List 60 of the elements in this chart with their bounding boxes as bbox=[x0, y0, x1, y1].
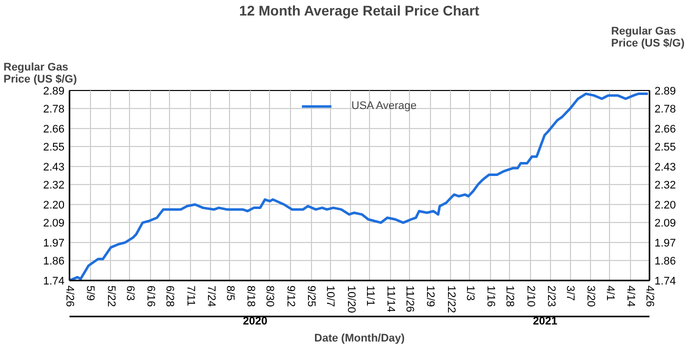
x-tick-label: 1/28 bbox=[504, 286, 516, 307]
x-tick-label: 7/24 bbox=[204, 286, 217, 307]
y-tick-label: 2.89 bbox=[43, 86, 65, 98]
x-tick-label: 4/14 bbox=[624, 286, 636, 307]
x-tick-label: 6/3 bbox=[124, 286, 136, 301]
legend-label: USA Average bbox=[351, 100, 417, 112]
y2-tick-label: 2.43 bbox=[654, 162, 676, 174]
x-tick-label: 12/9 bbox=[424, 286, 436, 307]
x-tick-label: 5/22 bbox=[104, 286, 117, 307]
x-tick-label: 11/26 bbox=[404, 286, 416, 312]
x-tick-label: 9/12 bbox=[284, 286, 296, 307]
x-tick-label: 8/5 bbox=[224, 286, 236, 301]
x-tick-label: 8/18 bbox=[244, 286, 257, 307]
y-tick-label: 2.20 bbox=[43, 200, 65, 212]
x-tick-label: 2/23 bbox=[544, 286, 557, 307]
x-tick-label: 3/7 bbox=[564, 286, 576, 301]
y-tick-label: 2.78 bbox=[43, 104, 65, 116]
x-tick-label: 9/25 bbox=[305, 286, 318, 307]
x-tick-label: 6/16 bbox=[144, 286, 157, 307]
y-tick-label: 1.97 bbox=[43, 238, 65, 250]
y2-tick-label: 2.78 bbox=[654, 104, 676, 116]
y-axis-title: Regular Gas Price (US $/G) bbox=[4, 62, 78, 86]
y2-axis-title: Regular Gas Price (US $/G) bbox=[611, 26, 685, 50]
x-tick-label: 5/9 bbox=[84, 286, 96, 301]
y2-tick-label: 2.32 bbox=[654, 180, 676, 192]
x-tick-label: 3/20 bbox=[584, 286, 597, 307]
x-tick-label: 11/1 bbox=[364, 286, 376, 306]
x-tick-label: 4/26 bbox=[64, 286, 76, 307]
y2-tick-label: 2.66 bbox=[654, 124, 676, 136]
x-tick-label: 4/26 bbox=[644, 286, 656, 307]
x-tick-label: 2/10 bbox=[524, 286, 536, 307]
y-tick-label: 2.43 bbox=[43, 162, 65, 174]
y-tick-label: 2.66 bbox=[43, 124, 65, 136]
y-tick-label: 2.55 bbox=[43, 142, 65, 154]
y-tick-label: 1.74 bbox=[43, 276, 65, 288]
y2-tick-label: 2.55 bbox=[654, 142, 676, 154]
x-tick-label: 7/11 bbox=[184, 286, 196, 306]
text: 2020 bbox=[242, 316, 268, 328]
y-tick-label: 1.86 bbox=[43, 256, 65, 268]
y-tick-label: 2.09 bbox=[43, 218, 65, 230]
x-tick-label: 1/3 bbox=[464, 286, 476, 301]
chart-title: 12 Month Average Retail Price Chart bbox=[239, 2, 480, 18]
y-tick-label: 2.32 bbox=[43, 180, 65, 192]
y2-tick-label: 1.74 bbox=[654, 276, 676, 288]
y2-tick-label: 2.20 bbox=[654, 200, 676, 212]
y2-tick-label: 2.09 bbox=[654, 218, 676, 230]
text: 2021 bbox=[532, 316, 558, 328]
x-tick-label: 10/20 bbox=[344, 286, 357, 314]
x-tick-label: 6/28 bbox=[164, 286, 176, 307]
x-tick-label: 4/1 bbox=[604, 286, 616, 301]
line-series bbox=[70, 92, 650, 280]
x-tick-label: 1/16 bbox=[484, 286, 497, 307]
y2-tick-label: 1.86 bbox=[654, 256, 676, 268]
y2-tick-label: 2.89 bbox=[654, 86, 676, 98]
x-axis-title: Date (Month/Day) bbox=[314, 332, 406, 344]
x-tick-label: 8/30 bbox=[264, 286, 276, 307]
x-tick-label: 12/22 bbox=[444, 286, 457, 314]
x-tick-label: 11/14 bbox=[384, 286, 396, 312]
x-tick-label: 10/7 bbox=[324, 286, 336, 307]
y2-tick-label: 1.97 bbox=[654, 238, 676, 250]
